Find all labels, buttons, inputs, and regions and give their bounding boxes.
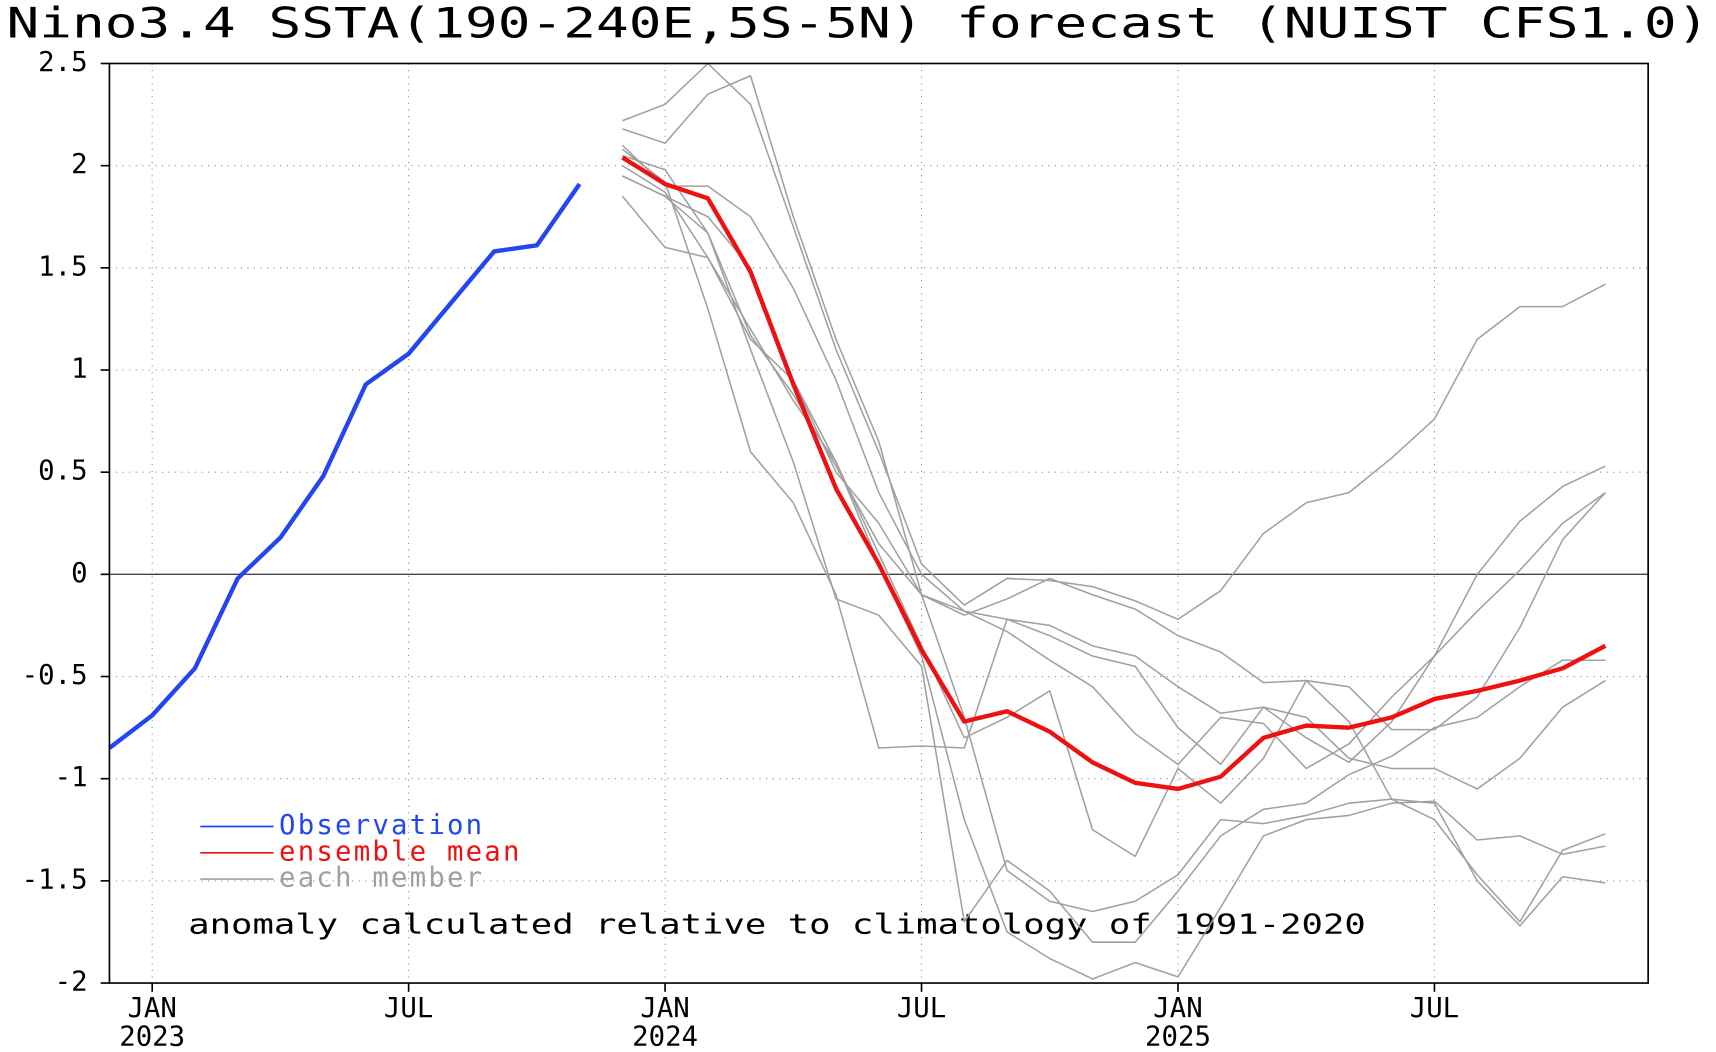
y-tick-label: 2.5 (38, 47, 87, 78)
y-tick-label: 1 (71, 354, 87, 385)
x-tick-label: JUL (384, 993, 433, 1024)
series-line (108, 182, 582, 750)
y-tick-label: 1.5 (38, 251, 87, 282)
y-tick-label: -0.5 (22, 660, 88, 691)
series-line (621, 164, 1606, 980)
series-line (622, 175, 1606, 943)
series-line (621, 148, 1606, 790)
legend-label: ensemble mean (279, 836, 522, 867)
y-tick-label: -2 (55, 967, 88, 998)
y-tick-label: 0.5 (38, 456, 87, 487)
x-tick-year: 2023 (119, 1021, 185, 1052)
series-line (621, 195, 1606, 923)
series-line (621, 144, 1606, 764)
plot-frame (108, 62, 1649, 984)
legend-label: each member (279, 863, 484, 894)
y-tick-label: 0 (71, 558, 87, 589)
series-line (622, 154, 1606, 770)
y-tick-label: 2 (71, 149, 87, 180)
series-line (622, 62, 1606, 621)
x-tick-label: JAN (1153, 993, 1202, 1024)
chart-title: Nino3.4 SSTA(190-240E,5S-5N) forecast (N… (7, 0, 1710, 47)
x-tick-label: JAN (127, 993, 176, 1024)
x-tick-label: JUL (1410, 993, 1459, 1024)
x-tick-label: JAN (640, 993, 689, 1024)
annotation: anomaly calculated relative to climatolo… (188, 910, 1366, 941)
y-tick-label: -1.5 (22, 864, 88, 895)
x-tick-label: JUL (897, 993, 946, 1024)
x-tick-year: 2025 (1145, 1021, 1211, 1052)
series-line (621, 155, 1607, 792)
legend-label: Observation (279, 810, 484, 841)
y-tick-label: -1 (55, 762, 88, 793)
series-line (622, 74, 1606, 731)
x-tick-year: 2024 (632, 1021, 698, 1052)
